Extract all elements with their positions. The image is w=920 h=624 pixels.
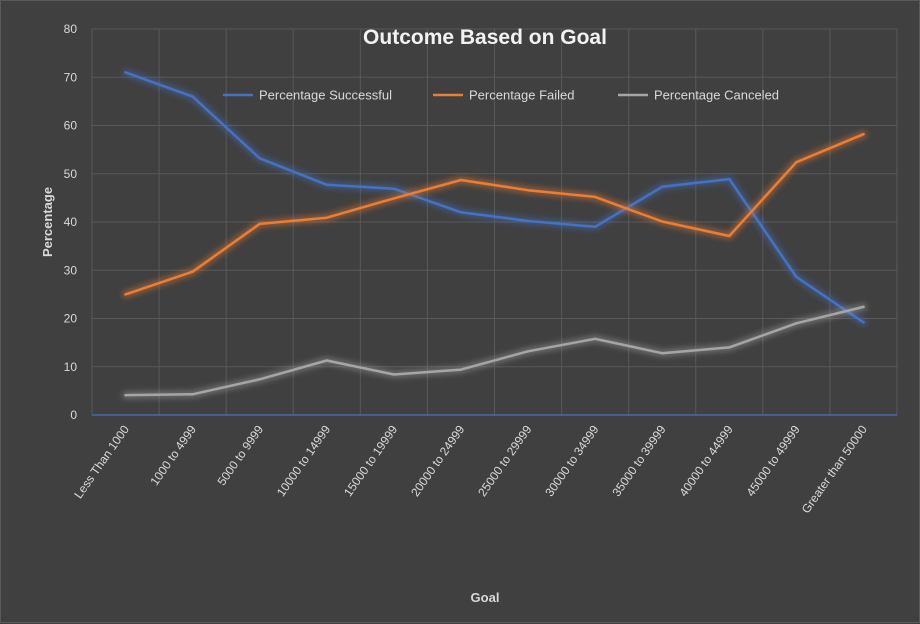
data-point — [593, 195, 597, 199]
data-point — [661, 220, 664, 223]
x-tick-label: 20000 to 24999 — [408, 422, 467, 499]
data-point — [661, 352, 664, 355]
x-tick-label: 40000 to 44999 — [676, 422, 735, 499]
y-tick-label: 20 — [64, 312, 78, 326]
series-line-percentage-successful — [124, 71, 865, 324]
chart-title: Outcome Based on Goal — [363, 26, 607, 49]
data-point — [258, 157, 261, 160]
x-tick-label: 1000 to 4999 — [147, 422, 199, 488]
data-point — [862, 305, 865, 309]
x-tick-label: 25000 to 29999 — [475, 422, 534, 499]
data-point — [191, 95, 194, 98]
data-point — [728, 346, 731, 349]
y-tick-label: 10 — [64, 360, 78, 374]
x-tick-label: 35000 to 39999 — [609, 422, 668, 499]
data-point — [795, 322, 798, 325]
x-axis-ticks: Less Than 1000 1000 to 4999 5000 to 9999 10… — [71, 422, 870, 516]
legend-label-percentage-canceled: Percentage Canceled — [654, 88, 779, 103]
data-point — [459, 211, 463, 214]
legend-label-percentage-successful: Percentage Successful — [259, 88, 392, 103]
data-point — [124, 293, 127, 296]
y-tick-label: 30 — [64, 263, 78, 277]
legend-label-percentage-failed: Percentage Failed — [469, 88, 575, 103]
data-point — [593, 225, 597, 229]
x-tick-label: Greater than 50000 — [799, 422, 870, 516]
y-tick-label: 50 — [64, 167, 78, 181]
data-point — [258, 222, 261, 226]
y-tick-label: 40 — [64, 215, 78, 229]
data-point — [728, 234, 731, 238]
data-point — [124, 71, 127, 74]
data-point — [526, 350, 530, 353]
series-line-percentage-canceled — [124, 305, 865, 397]
data-point — [593, 337, 597, 340]
x-axis-title: Goal — [471, 590, 500, 605]
data-point — [728, 177, 731, 181]
data-point — [124, 394, 127, 397]
x-tick-label: Less Than 1000 — [71, 422, 132, 501]
x-tick-label: 5000 to 9999 — [215, 422, 267, 488]
y-tick-label: 0 — [70, 408, 77, 422]
y-tick-label: 70 — [64, 70, 78, 84]
data-point — [795, 275, 798, 279]
x-tick-label: 45000 to 49999 — [744, 422, 803, 499]
x-tick-label: 15000 to 19999 — [341, 422, 400, 499]
y-axis-ticks: 0 10 20 30 40 50 60 70 80 — [64, 22, 78, 422]
x-tick-label: 10000 to 14999 — [274, 422, 333, 499]
data-point — [459, 178, 463, 182]
data-point — [862, 132, 865, 136]
data-point — [258, 378, 261, 381]
data-point — [526, 188, 530, 192]
data-point — [191, 393, 194, 396]
data-point — [795, 160, 798, 164]
data-point — [392, 373, 396, 376]
y-tick-label: 60 — [64, 119, 78, 133]
data-point — [325, 183, 328, 187]
data-point — [191, 270, 194, 273]
data-point — [459, 368, 463, 371]
legend: Percentage Successful Percentage Failed Pe… — [223, 88, 779, 103]
series-line-percentage-failed — [124, 132, 865, 296]
data-point — [661, 185, 664, 188]
data-point — [526, 219, 530, 223]
data-point — [862, 321, 865, 324]
x-tick-label: 30000 to 34999 — [542, 422, 601, 499]
data-point — [392, 187, 396, 190]
data-point — [392, 197, 396, 200]
data-point — [325, 216, 328, 219]
y-axis-title: Percentage — [40, 187, 55, 257]
data-point — [325, 359, 328, 362]
y-tick-label: 80 — [64, 22, 78, 36]
series-lines — [122, 68, 867, 399]
